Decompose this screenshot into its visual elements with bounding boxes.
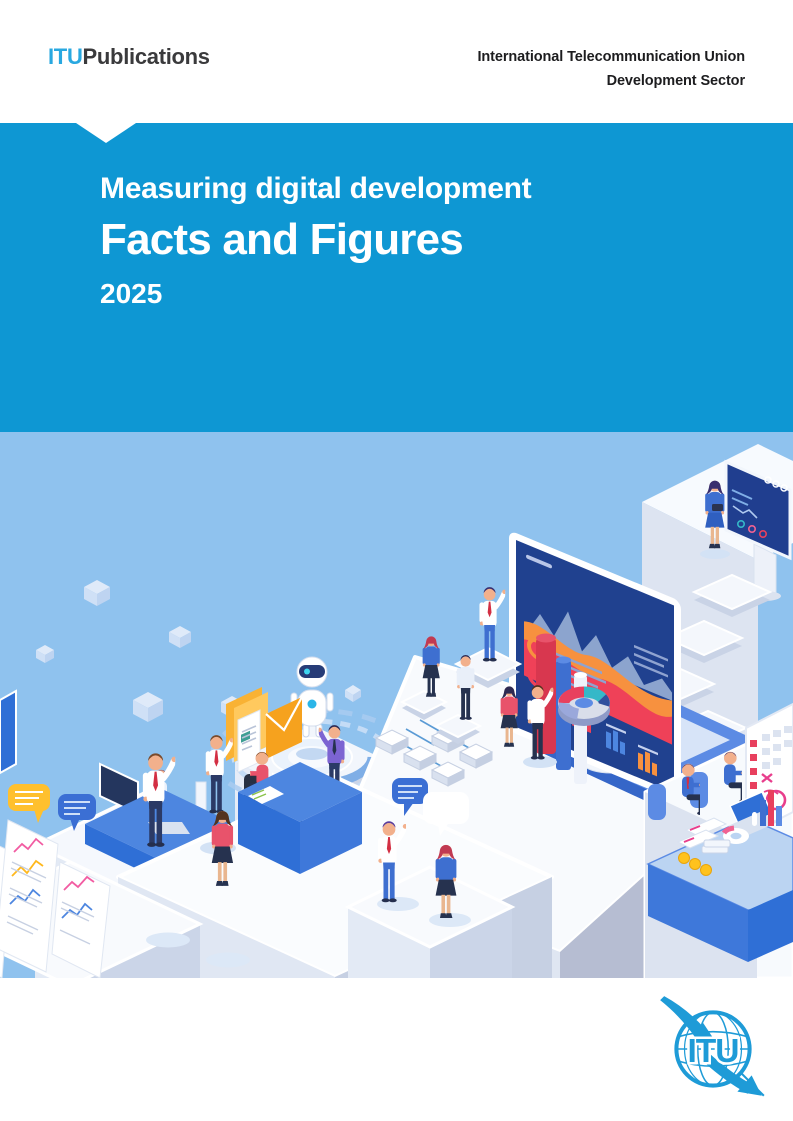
itu-publications-logo: ITUPublications: [48, 44, 210, 70]
org-line-1: International Telecommunication Union: [477, 49, 745, 65]
mini-bar-chart: [752, 790, 782, 826]
yellow-folders: [226, 687, 303, 773]
title-banner: Measuring digital development Facts and …: [0, 123, 793, 432]
discussion-tower: [344, 865, 516, 978]
itu-globe-logo: ITU: [660, 996, 765, 1097]
analyst-speech-bubbles: [8, 784, 96, 831]
report-year: 2025: [100, 278, 163, 309]
report-title: Facts and Figures: [100, 215, 464, 264]
org-line-2: Development Sector: [606, 73, 746, 89]
speech-bubbles: [392, 778, 469, 836]
header: ITUPublications International Telecommun…: [0, 0, 793, 123]
organization-lines: International Telecommunication Union De…: [477, 45, 745, 93]
logo-text: ITU: [688, 1033, 739, 1070]
cover-illustration: [0, 432, 793, 978]
team-at-computer: [200, 725, 362, 874]
dashboard-audience: [399, 587, 557, 768]
edge-monitor: [0, 689, 17, 775]
donut-chart: [558, 686, 610, 726]
chart-printouts: [0, 819, 111, 978]
meeting-table: [646, 790, 793, 962]
flowchart-tiles: [374, 696, 644, 787]
report-subtitle: Measuring digital development: [100, 172, 532, 205]
brand-itu: ITU: [48, 44, 83, 69]
touchscreen-kiosk: [724, 459, 792, 601]
brand-publications: Publications: [82, 44, 211, 69]
pointing-analysts: [143, 753, 250, 968]
meeting-tower: [643, 702, 793, 978]
banner-notch: [76, 123, 136, 143]
banner-text: Measuring digital development Facts and …: [100, 123, 532, 310]
kiosk-presenter: [700, 480, 730, 559]
